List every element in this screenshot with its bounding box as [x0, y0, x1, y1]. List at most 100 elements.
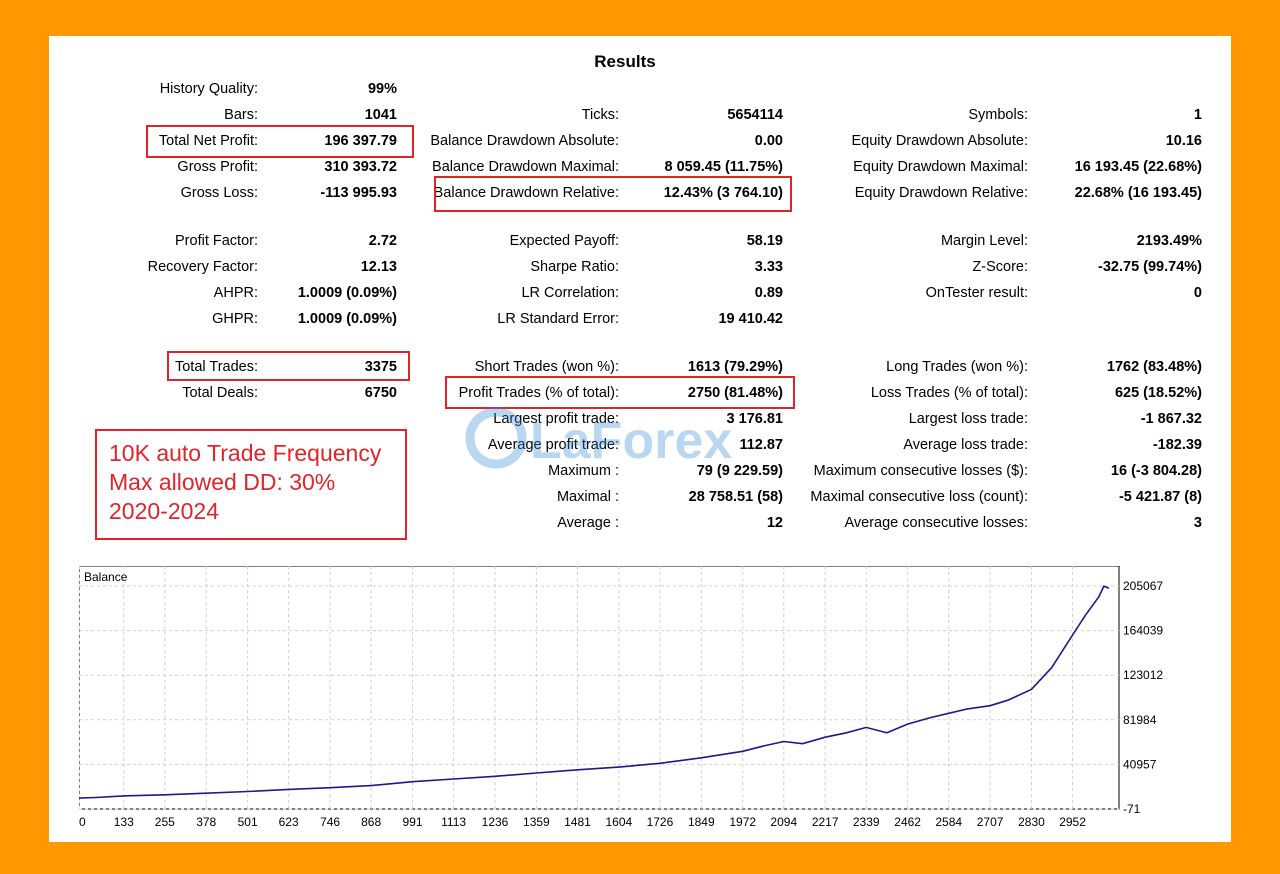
- label-balance-dd-rel: Balance Drawdown Relative:: [433, 185, 619, 201]
- label-max-consec-losses-money: Maximum consecutive losses ($):: [813, 463, 1028, 479]
- highlight-balance-dd-relative: [434, 176, 792, 212]
- value-symbols: 1: [1193, 107, 1202, 123]
- value-lr-err: 19 410.42: [718, 311, 783, 327]
- value-ontester: 0: [1193, 285, 1202, 301]
- chart-title: Balance: [84, 570, 128, 584]
- value-ahpr: 1.0009 (0.09%): [297, 285, 397, 301]
- label-equity-dd-rel: Equity Drawdown Relative:: [854, 185, 1028, 201]
- x-tick-label: 1726: [647, 815, 674, 829]
- value-balance-dd-max: 8 059.45 (11.75%): [664, 159, 783, 175]
- value-max-consec-losses-money: 16 (-3 804.28): [1110, 463, 1202, 479]
- value-ticks: 5654114: [727, 107, 783, 123]
- note-line-2: Max allowed DD: 30%: [109, 469, 336, 495]
- label-symbols: Symbols:: [968, 107, 1028, 123]
- x-tick-label: 255: [155, 815, 175, 829]
- value-loss-trades: 625 (18.52%): [1114, 385, 1202, 401]
- value-short-trades: 1613 (79.29%): [687, 359, 783, 375]
- value-long-trades: 1762 (83.48%): [1106, 359, 1202, 375]
- x-axis-ticks: 0 133 255 378 501 623 746 868 991 1113 1236 1359 148…: [79, 815, 1086, 829]
- x-tick-label: 2462: [894, 815, 921, 829]
- value-largest-profit: 3 176.81: [726, 411, 783, 427]
- label-maximum: Maximum :: [548, 463, 619, 479]
- value-maximum: 79 (9 229.59): [696, 463, 783, 479]
- label-profit-trades: Profit Trades (% of total):: [458, 385, 619, 401]
- results-title: Results: [594, 52, 656, 71]
- label-long-trades: Long Trades (won %):: [886, 359, 1028, 375]
- value-ghpr: 1.0009 (0.09%): [297, 311, 397, 327]
- y-axis-ticks: 205067 164039 123012 81984 40957 -71: [1123, 579, 1163, 816]
- note-line-3: 2020-2024: [109, 498, 219, 524]
- x-tick-label: 501: [238, 815, 258, 829]
- x-tick-label: 2952: [1059, 815, 1086, 829]
- label-history-quality: History Quality:: [159, 81, 258, 97]
- value-equity-dd-abs: 10.16: [1165, 133, 1202, 149]
- label-ticks: Ticks:: [581, 107, 619, 123]
- x-tick-label: 868: [361, 815, 381, 829]
- label-average: Average :: [557, 515, 619, 531]
- x-tick-label: 623: [279, 815, 299, 829]
- x-tick-label: 1113: [441, 815, 466, 829]
- label-lr-err: LR Standard Error:: [497, 311, 619, 327]
- label-lr-corr: LR Correlation:: [521, 285, 619, 301]
- label-balance-dd-abs: Balance Drawdown Absolute:: [430, 133, 619, 149]
- value-avg-profit: 112.87: [739, 437, 783, 453]
- x-tick-label: 2830: [1018, 815, 1045, 829]
- value-maximal-consec-loss-count: -5 421.87 (8): [1118, 489, 1202, 505]
- note-line-1: 10K auto Trade Frequency: [109, 440, 382, 466]
- value-profit-trades: 2750 (81.48%): [687, 385, 783, 401]
- value-balance-dd-abs: 0.00: [754, 133, 783, 149]
- label-avg-profit: Average profit trade:: [487, 437, 619, 453]
- value-bars: 1041: [364, 107, 397, 123]
- x-tick-label: 378: [196, 815, 216, 829]
- value-avg-loss: -182.39: [1152, 437, 1202, 453]
- y-tick-label: 40957: [1123, 757, 1157, 771]
- label-maximal-consec-loss-count: Maximal consecutive loss (count):: [810, 489, 1028, 505]
- value-profit-factor: 2.72: [368, 233, 397, 249]
- y-tick-label: -71: [1123, 802, 1141, 816]
- x-tick-label: 991: [403, 815, 423, 829]
- highlight-total-net-profit: [146, 125, 414, 158]
- value-total-trades: 3375: [364, 359, 397, 375]
- label-expected-payoff: Expected Payoff:: [509, 233, 619, 249]
- value-average: 12: [766, 515, 783, 531]
- label-ghpr: GHPR:: [212, 311, 258, 327]
- balance-series-line: [79, 585, 1110, 799]
- chart-grid: [79, 566, 1119, 810]
- label-equity-dd-max: Equity Drawdown Maximal:: [853, 159, 1028, 175]
- x-tick-label: 2584: [935, 815, 962, 829]
- value-equity-dd-max: 16 193.45 (22.68%): [1074, 159, 1202, 175]
- x-tick-label: 0: [79, 815, 86, 829]
- x-tick-label: 1604: [606, 815, 633, 829]
- value-avg-consec-losses: 3: [1193, 515, 1202, 531]
- x-tick-label: 2339: [853, 815, 880, 829]
- label-gross-loss: Gross Loss:: [180, 185, 258, 201]
- y-tick-label: 123012: [1123, 668, 1163, 682]
- x-tick-label: 1849: [688, 815, 715, 829]
- label-sharpe: Sharpe Ratio:: [530, 259, 619, 275]
- x-tick-label: 2217: [812, 815, 839, 829]
- label-avg-loss: Average loss trade:: [903, 437, 1028, 453]
- label-largest-loss: Largest loss trade:: [908, 411, 1028, 427]
- label-total-trades: Total Trades:: [174, 359, 258, 375]
- x-tick-label: 2094: [770, 815, 797, 829]
- label-ahpr: AHPR:: [213, 285, 258, 301]
- value-history-quality: 99%: [367, 81, 397, 97]
- y-tick-label: 205067: [1123, 579, 1163, 593]
- label-bars: Bars:: [224, 107, 258, 123]
- x-tick-label: 1236: [482, 815, 509, 829]
- highlight-total-trades: [167, 351, 410, 381]
- label-ontester: OnTester result:: [925, 285, 1028, 301]
- value-gross-profit: 310 393.72: [324, 159, 397, 175]
- label-equity-dd-abs: Equity Drawdown Absolute:: [851, 133, 1028, 149]
- x-tick-label: 746: [320, 815, 340, 829]
- value-expected-payoff: 58.19: [746, 233, 783, 249]
- label-loss-trades: Loss Trades (% of total):: [870, 385, 1028, 401]
- label-avg-consec-losses: Average consecutive losses:: [844, 515, 1028, 531]
- label-z-score: Z-Score:: [972, 259, 1028, 275]
- value-total-net-profit: 196 397.79: [324, 133, 397, 149]
- highlight-profit-trades: [445, 376, 795, 409]
- value-balance-dd-rel: 12.43% (3 764.10): [663, 185, 783, 201]
- label-profit-factor: Profit Factor:: [175, 233, 258, 249]
- value-gross-loss: -113 995.93: [320, 185, 397, 201]
- label-margin-level: Margin Level:: [940, 233, 1028, 249]
